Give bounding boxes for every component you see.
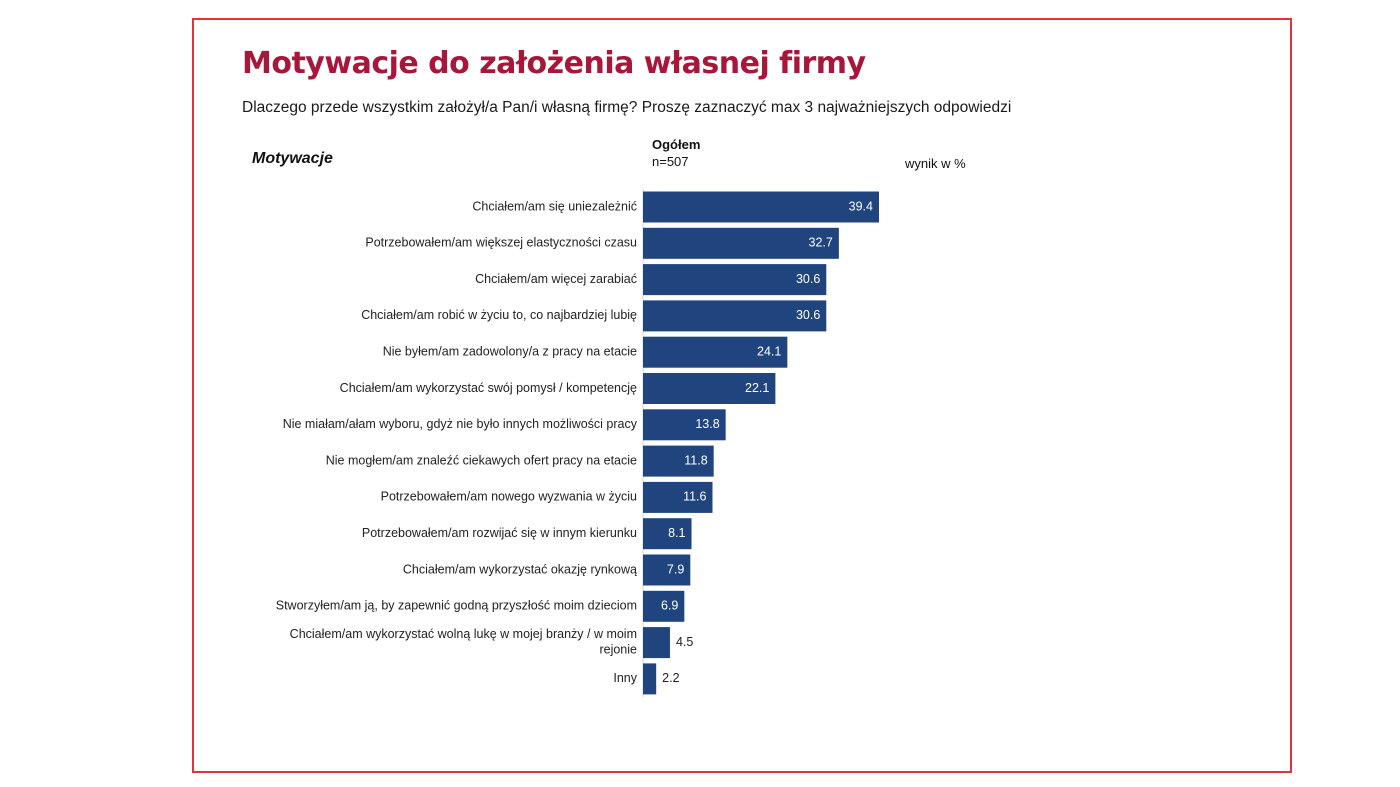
unit-label: wynik w % <box>905 156 966 171</box>
category-label: Nie mogłem/am znaleźć ciekawych ofert pr… <box>326 453 637 467</box>
category-label: Nie byłem/am zadowolony/a z pracy na eta… <box>383 344 637 358</box>
value-label: 24.1 <box>757 344 781 358</box>
value-label: 4.5 <box>676 635 693 649</box>
bar <box>643 445 714 477</box>
category-label: Inny <box>613 671 637 685</box>
category-label: Chciałem/am wykorzystać wolną lukę w moj… <box>290 627 637 657</box>
category-column-header: Motywacje <box>252 150 333 167</box>
category-label: Potrzebowałem/am rozwijać się w innym ki… <box>362 526 637 540</box>
category-label: Stworzyłem/am ją, by zapewnić godną przy… <box>276 599 637 613</box>
chart-frame <box>192 18 1292 773</box>
chart-title: Motywacje do założenia własnej firmy <box>242 46 866 81</box>
bar <box>643 264 827 296</box>
group-name: Ogółem <box>652 137 701 152</box>
bar <box>643 627 670 659</box>
bar <box>643 227 839 259</box>
category-label: Chciałem/am więcej zarabiać <box>475 272 637 286</box>
category-label: Nie miałam/ałam wyboru, gdyż nie było in… <box>283 417 638 431</box>
category-label: Chciałem/am robić w życiu to, co najbard… <box>361 308 637 322</box>
bar <box>643 300 827 332</box>
bar <box>643 409 726 441</box>
value-label: 22.1 <box>745 381 769 395</box>
value-label: 6.9 <box>661 599 678 613</box>
value-label: 11.8 <box>684 453 707 467</box>
bar <box>643 191 879 223</box>
bar <box>643 336 788 368</box>
bar <box>643 481 713 513</box>
category-label: Chciałem/am wykorzystać swój pomysł / ko… <box>340 381 637 395</box>
bar <box>643 554 691 586</box>
group-sample-size: n=507 <box>652 154 689 169</box>
value-label: 11.6 <box>683 490 706 504</box>
bar <box>643 663 657 695</box>
value-label: 2.2 <box>662 671 679 685</box>
bar <box>643 373 776 404</box>
category-label: Chciałem/am się uniezależnić <box>472 199 637 213</box>
bar <box>643 590 685 622</box>
value-label: 7.9 <box>667 562 684 576</box>
bar <box>643 518 692 550</box>
category-label: Potrzebowałem/am większej elastyczności … <box>365 236 637 250</box>
value-label: 32.7 <box>809 236 833 250</box>
category-label: Chciałem/am wykorzystać okazję rynkową <box>403 562 637 576</box>
value-label: 8.1 <box>668 526 685 540</box>
value-label: 39.4 <box>849 199 873 213</box>
value-label: 30.6 <box>796 272 820 286</box>
value-label: 30.6 <box>796 308 820 322</box>
chart-subtitle: Dlaczego przede wszystkim założył/a Pan/… <box>242 99 1012 116</box>
value-label: 13.8 <box>695 417 719 431</box>
category-label: Potrzebowałem/am nowego wyzwania w życiu <box>381 490 637 504</box>
